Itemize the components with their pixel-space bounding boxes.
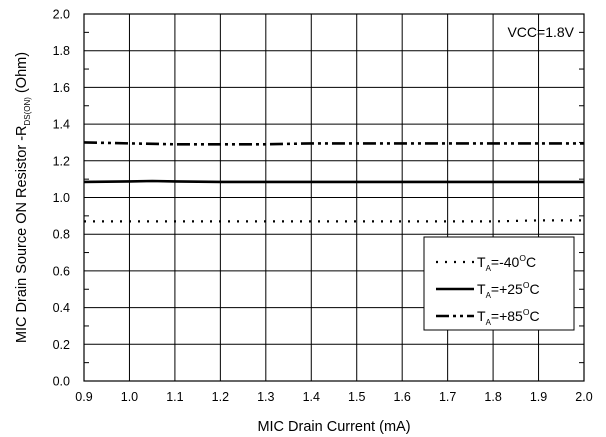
legend-label-1-sub: A bbox=[486, 264, 492, 273]
legend-label-2: TA=+25OC bbox=[477, 280, 540, 300]
x-tick-label: 0.9 bbox=[75, 390, 92, 404]
x-tick-label: 1.0 bbox=[121, 390, 138, 404]
series-line-2 bbox=[83, 179, 584, 184]
legend-label-3-prefix: T bbox=[477, 308, 486, 324]
y-tick-label: 0.6 bbox=[53, 264, 70, 278]
x-tick-label: 1.4 bbox=[303, 390, 320, 404]
y-tick-label: 0.0 bbox=[53, 375, 70, 389]
y-axis-title-unit: (Ohm) bbox=[14, 52, 30, 97]
x-tick-label: 2.0 bbox=[575, 390, 592, 404]
x-tick-label: 1.9 bbox=[530, 390, 547, 404]
legend-label-2-sup: O bbox=[523, 280, 530, 290]
legend-box bbox=[423, 236, 575, 331]
legend-label-3: TA=+85OC bbox=[477, 307, 540, 327]
legend-label-2-prefix: T bbox=[477, 281, 486, 297]
legend-label-1-sup: O bbox=[519, 253, 526, 263]
y-axis-title-main: MIC Drain Source ON Resistor -R bbox=[14, 126, 30, 344]
ticks: 0.9 1.0 1.1 1.2 1.3 1.4 1.5 1.6 1.7 1.8 1.9 2.0 0.0 0… bbox=[53, 8, 593, 405]
x-tick-label: 1.2 bbox=[212, 390, 229, 404]
y-tick-label: 1.0 bbox=[53, 191, 70, 205]
y-tick-label: 1.8 bbox=[53, 44, 70, 58]
vcc-annotation: VCC=1.8V bbox=[507, 24, 574, 40]
x-tick-label: 1.3 bbox=[257, 390, 274, 404]
series-group bbox=[83, 141, 584, 223]
plot-frame bbox=[83, 13, 585, 382]
y-tick-label: 2.0 bbox=[53, 8, 70, 22]
x-tick-label: 1.1 bbox=[166, 390, 183, 404]
legend-label-3-sub: A bbox=[486, 318, 492, 327]
legend-label-3-unit: C bbox=[529, 308, 539, 324]
y-tick-label: 0.2 bbox=[53, 338, 70, 352]
legend-label-1-prefix: T bbox=[477, 254, 486, 270]
y-tick-label: 0.4 bbox=[53, 301, 70, 315]
legend-label-2-unit: C bbox=[529, 281, 539, 297]
legend-label-1-value: =-40 bbox=[491, 254, 520, 270]
legend-label-3-sup: O bbox=[523, 307, 530, 317]
legend-label-3-value: =+85 bbox=[491, 308, 523, 324]
legend-label-2-value: =+25 bbox=[491, 281, 523, 297]
x-axis-title: MIC Drain Current (mA) bbox=[257, 419, 410, 435]
legend-label-1-unit: C bbox=[526, 254, 536, 270]
y-tick-label: 1.6 bbox=[53, 81, 70, 95]
legend-label-2-sub: A bbox=[486, 291, 492, 300]
legend-label-1: TA=-40OC bbox=[477, 253, 536, 273]
x-tick-label: 1.5 bbox=[348, 390, 365, 404]
series-line-3 bbox=[83, 141, 584, 146]
y-tick-label: 1.4 bbox=[53, 118, 70, 132]
x-tick-label: 1.6 bbox=[393, 390, 410, 404]
y-tick-label: 0.8 bbox=[53, 228, 70, 242]
y-axis-title: MIC Drain Source ON Resistor -RDS(ON) (O… bbox=[14, 52, 32, 343]
x-tick-label: 1.7 bbox=[439, 390, 456, 404]
y-tick-label: 1.2 bbox=[53, 154, 70, 168]
x-tick-label: 1.8 bbox=[484, 390, 501, 404]
y-axis-title-sub: DS(ON) bbox=[23, 97, 32, 126]
